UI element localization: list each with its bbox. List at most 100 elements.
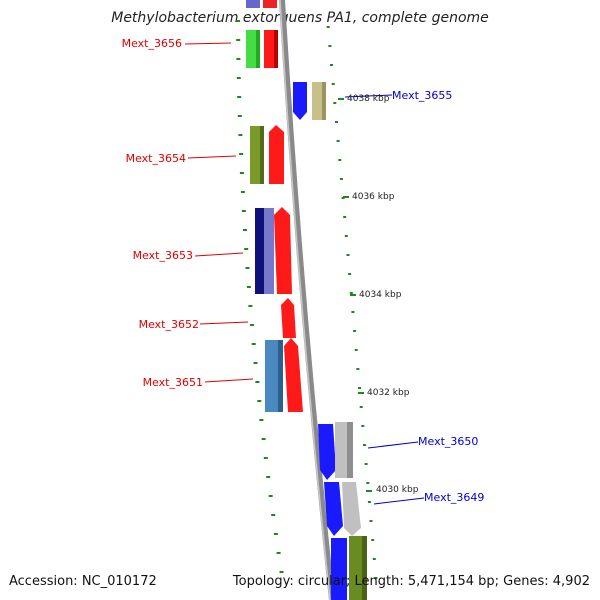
gene-arrow <box>274 207 292 294</box>
ruler-dash <box>236 39 241 41</box>
ruler-dash <box>276 552 281 554</box>
gene-label-mext-3651[interactable]: Mext_3651 <box>143 376 203 389</box>
ruler-dash <box>239 172 244 174</box>
ruler-dash <box>366 482 370 484</box>
ruler-dash <box>346 254 350 256</box>
tick-label-4030: 4030 kbp <box>376 485 419 495</box>
gene-label-mext-3649[interactable]: Mext_3649 <box>424 491 484 504</box>
ruler-dash <box>273 533 278 535</box>
ruler-dash <box>371 539 375 541</box>
ruler-dash <box>336 140 340 142</box>
ruler-dash <box>348 273 352 275</box>
gene-block <box>260 126 264 184</box>
ruler-dash <box>271 514 276 516</box>
ruler-dash <box>236 58 241 60</box>
gene-arrow <box>318 424 336 480</box>
ruler-dash <box>236 20 241 22</box>
ruler-dash <box>374 577 378 579</box>
ruler-dash <box>344 235 348 237</box>
gene-block <box>331 538 347 600</box>
ruler-dash <box>367 501 371 503</box>
label-leaders <box>184 42 425 505</box>
ruler-dash <box>330 64 333 66</box>
ruler-dash <box>237 96 242 98</box>
ruler-dash <box>354 349 358 351</box>
ruler-dash <box>349 292 353 294</box>
ruler-dash <box>339 178 343 180</box>
ruler-dash <box>335 121 338 123</box>
ruler-dash <box>239 153 244 155</box>
tick-label-4034: 4034 kbp <box>359 290 402 300</box>
gene-arrow <box>342 482 361 536</box>
genome-backbone <box>279 0 335 600</box>
map-title: Methylobacterium extorquens PA1, complet… <box>111 10 489 26</box>
gene-label-mext-3656[interactable]: Mext_3656 <box>122 37 182 50</box>
ruler-dash <box>266 476 271 478</box>
gene-features <box>246 0 367 600</box>
ruler-dash <box>268 495 273 497</box>
genome-backbone-highlight <box>279 0 331 600</box>
ruler-dash <box>250 324 254 326</box>
gene-block <box>255 208 265 294</box>
gene-block <box>322 82 326 120</box>
ruler-dash <box>261 438 266 440</box>
ruler-dash <box>351 311 355 313</box>
ruler-dash <box>366 490 372 492</box>
ruler-dash <box>333 102 337 104</box>
ruler-dash <box>245 267 250 269</box>
ruler-dash <box>343 196 349 198</box>
gene-label-mext-3653[interactable]: Mext_3653 <box>133 249 193 262</box>
tick-label-4032: 4032 kbp <box>367 388 410 398</box>
gene-block <box>263 0 277 8</box>
gene-label-mext-3650[interactable]: Mext_3650 <box>418 435 478 448</box>
gene-block <box>246 0 260 8</box>
ruler-dash <box>343 216 347 218</box>
ruler-dash <box>244 248 249 250</box>
gene-label-mext-3655[interactable]: Mext_3655 <box>392 89 452 102</box>
ruler-dash <box>241 210 246 212</box>
tick-labels: 4038 kbp 4036 kbp 4034 kbp 4032 kbp 4030… <box>347 94 419 495</box>
ruler-dash <box>263 457 268 459</box>
ruler-dash <box>358 392 364 394</box>
backbone-dots <box>236 20 378 579</box>
ruler-dash <box>259 419 264 421</box>
gene-arrow <box>284 338 303 412</box>
ruler-dash <box>251 343 256 345</box>
accession-text: Accession: NC_010172 <box>9 574 157 589</box>
gene-block <box>347 422 353 478</box>
gene-arrow <box>281 298 296 338</box>
gene-block <box>256 30 260 68</box>
ruler-dash <box>372 558 376 560</box>
gene-block <box>278 340 283 412</box>
ruler-dash <box>331 83 335 85</box>
ruler-dash <box>246 286 251 288</box>
ruler-dash <box>338 159 342 161</box>
ruler-dash <box>238 134 243 136</box>
ruler-dash <box>363 444 366 446</box>
ruler-dash <box>350 294 356 296</box>
ruler-dash <box>255 381 260 383</box>
gene-label-mext-3652[interactable]: Mext_3652 <box>139 318 199 331</box>
gene-arrow <box>293 82 307 120</box>
ruler-dash <box>361 425 365 427</box>
gene-arrow <box>269 125 284 184</box>
ruler-dash <box>328 45 332 47</box>
ruler-dash <box>257 400 262 402</box>
ruler-dash <box>369 520 373 522</box>
ruler-dash <box>364 463 368 465</box>
ruler-dash <box>236 77 241 79</box>
ruler-dash <box>243 229 247 231</box>
genome-summary-text: Topology: circular; Length: 5,471,154 bp… <box>232 574 590 589</box>
ruler-dash <box>237 115 242 117</box>
ruler-dash <box>279 571 284 573</box>
ruler-dash <box>253 362 258 364</box>
gene-block <box>362 536 367 600</box>
gene-label-mext-3654[interactable]: Mext_3654 <box>126 152 186 165</box>
ruler-dash <box>358 387 361 389</box>
ruler-dash <box>326 26 330 28</box>
gene-labels: Mext_3656 Mext_3655 Mext_3654 Mext_3653 … <box>122 37 485 504</box>
tick-label-4036: 4036 kbp <box>352 192 395 202</box>
ruler-dash <box>356 368 360 370</box>
gene-block <box>264 208 274 294</box>
